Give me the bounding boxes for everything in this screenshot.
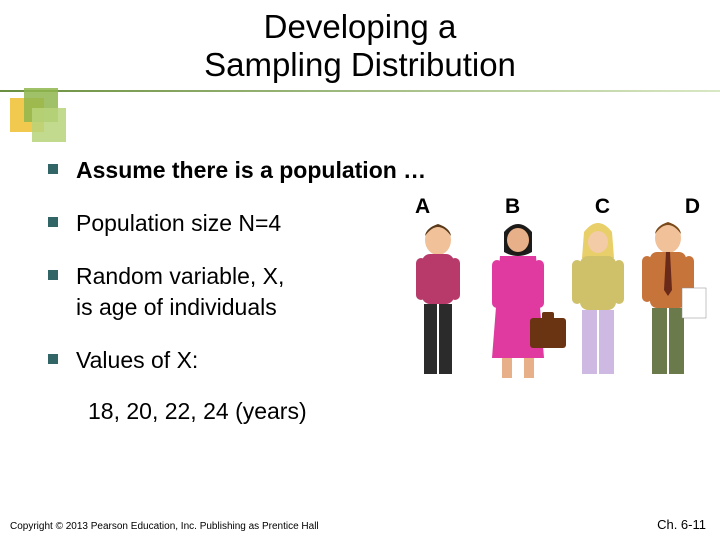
- label-d: D: [685, 195, 700, 219]
- bullet-item: Values of X:: [48, 345, 428, 376]
- bullet-text: Random variable, X, is age of individual…: [76, 261, 284, 323]
- values-text: 18, 20, 22, 24 (years): [88, 398, 428, 425]
- corner-decor-icon: [10, 88, 70, 148]
- bullet-text: Values of X:: [76, 345, 198, 376]
- slide-title: Developing a Sampling Distribution: [0, 0, 720, 84]
- bullet-list: Assume there is a population … Populatio…: [48, 155, 428, 425]
- title-separator: [0, 90, 720, 92]
- bullet-text-l2: is age of individuals: [76, 294, 277, 320]
- bullet-square-icon: [48, 217, 58, 227]
- footer-copyright: Copyright © 2013 Pearson Education, Inc.…: [10, 521, 319, 532]
- bullet-text-l1: Random variable, X,: [76, 263, 284, 289]
- person-c-icon: [572, 223, 624, 374]
- people-illustration-icon: [400, 218, 710, 418]
- footer-chapter: Ch. 6-11: [657, 517, 706, 532]
- person-d-icon: [642, 222, 706, 374]
- bullet-square-icon: [48, 164, 58, 174]
- title-line-2: Sampling Distribution: [0, 46, 720, 84]
- bullet-text: Assume there is a population …: [76, 155, 426, 186]
- bullet-square-icon: [48, 354, 58, 364]
- label-b: B: [505, 195, 520, 219]
- bullet-item: Population size N=4: [48, 208, 428, 239]
- bullet-square-icon: [48, 270, 58, 280]
- person-b-icon: [492, 224, 566, 378]
- bullet-text: Population size N=4: [76, 208, 281, 239]
- bullet-item: Assume there is a population …: [48, 155, 428, 186]
- label-c: C: [595, 195, 610, 219]
- bullet-item: Random variable, X, is age of individual…: [48, 261, 428, 323]
- people-labels: A B C D: [415, 195, 700, 219]
- label-a: A: [415, 195, 430, 219]
- title-line-1: Developing a: [0, 8, 720, 46]
- person-a-icon: [416, 224, 460, 374]
